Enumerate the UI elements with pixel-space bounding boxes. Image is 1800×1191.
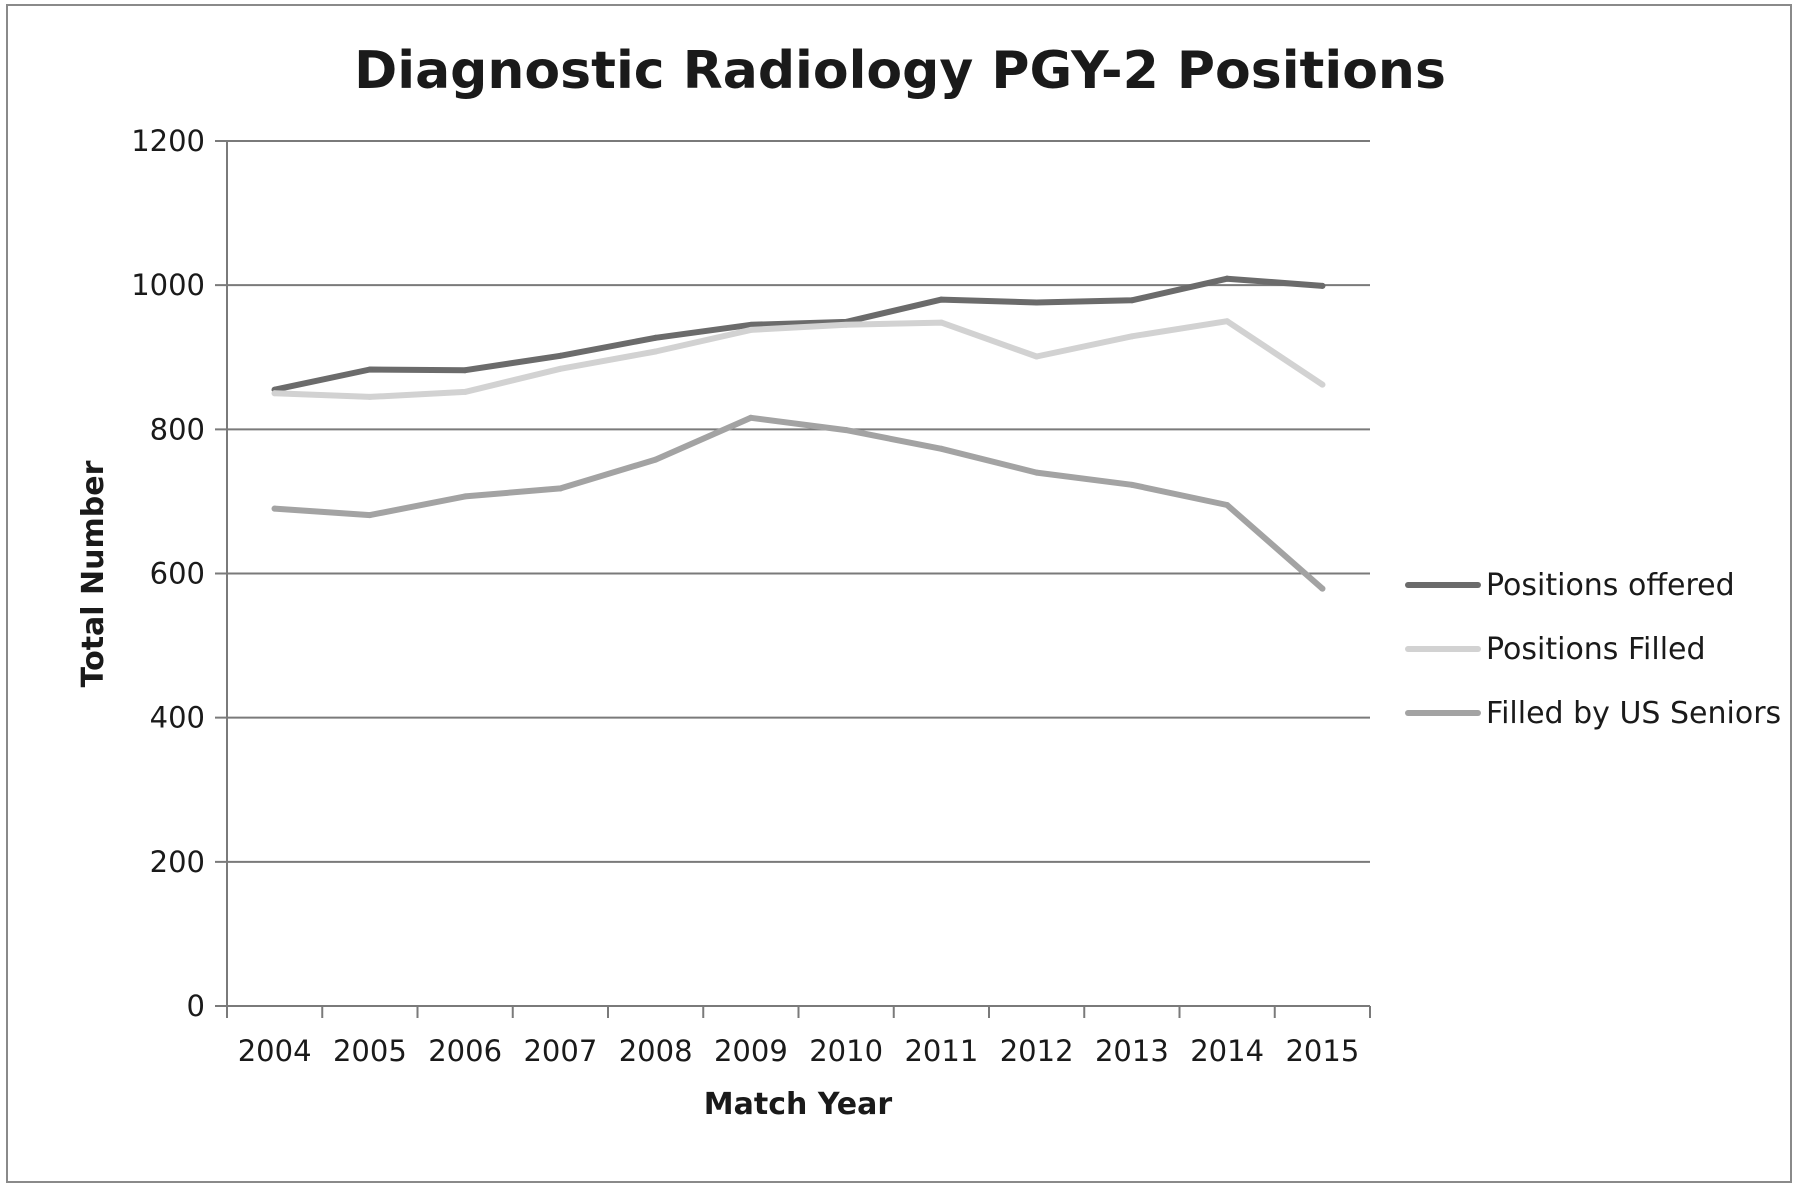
- data-point-positions-filled-2008: [652, 348, 659, 355]
- data-point-filled-by-us-seniors-2011: [938, 445, 945, 452]
- data-point-positions-filled-2004: [271, 390, 278, 397]
- data-point-positions-offered-2012: [1033, 299, 1040, 306]
- x-tick-label-2008: 2008: [619, 1034, 693, 1068]
- data-point-filled-by-us-seniors-2010: [843, 427, 850, 434]
- data-point-positions-filled-2009: [747, 326, 754, 333]
- data-point-filled-by-us-seniors-2007: [557, 485, 564, 492]
- data-point-positions-offered-2007: [557, 352, 564, 359]
- data-point-positions-offered-2008: [652, 334, 659, 341]
- legend-label-positions-filled: Positions Filled: [1486, 632, 1706, 667]
- data-point-filled-by-us-seniors-2015: [1319, 585, 1326, 592]
- x-tick-label-2013: 2013: [1095, 1034, 1169, 1068]
- data-point-positions-filled-2007: [557, 365, 564, 372]
- data-point-filled-by-us-seniors-2012: [1033, 469, 1040, 476]
- x-tick-label-2014: 2014: [1190, 1034, 1264, 1068]
- legend-label-positions-offered: Positions offered: [1486, 568, 1735, 603]
- data-point-filled-by-us-seniors-2004: [271, 505, 278, 512]
- y-tick-label-1200: 1200: [131, 124, 205, 158]
- data-point-filled-by-us-seniors-2008: [652, 456, 659, 463]
- y-tick-label-600: 600: [150, 557, 205, 591]
- x-axis-label: Match Year: [704, 1087, 893, 1122]
- data-point-filled-by-us-seniors-2013: [1128, 481, 1135, 488]
- y-axis-label: Total Number: [76, 460, 111, 687]
- x-tick-label-2012: 2012: [1000, 1034, 1074, 1068]
- chart-title: Diagnostic Radiology PGY-2 Positions: [354, 41, 1446, 101]
- series-line-positions-offered: [271, 275, 1326, 393]
- data-point-positions-offered-2011: [938, 296, 945, 303]
- x-tick-label-2009: 2009: [714, 1034, 788, 1068]
- series-lines: [271, 275, 1326, 592]
- data-point-positions-filled-2012: [1033, 353, 1040, 360]
- data-point-positions-offered-2014: [1224, 275, 1231, 282]
- series-line-positions-filled: [271, 318, 1326, 400]
- y-tick-label-1000: 1000: [131, 268, 205, 302]
- data-point-positions-offered-2015: [1319, 282, 1326, 289]
- x-tick-label-2004: 2004: [238, 1034, 312, 1068]
- y-tick-label-400: 400: [150, 701, 205, 735]
- data-point-positions-filled-2014: [1224, 318, 1231, 325]
- y-tick-label-800: 800: [150, 412, 205, 446]
- data-point-positions-offered-2005: [366, 366, 373, 373]
- data-point-positions-offered-2006: [462, 367, 469, 374]
- gridlines: [215, 140, 1370, 863]
- data-point-positions-filled-2005: [366, 393, 373, 400]
- x-tick-label-2006: 2006: [428, 1034, 502, 1068]
- x-tick-label-2007: 2007: [523, 1034, 597, 1068]
- data-point-filled-by-us-seniors-2014: [1224, 502, 1231, 509]
- series-line-filled-by-us-seniors: [271, 414, 1326, 592]
- data-point-positions-filled-2011: [938, 319, 945, 326]
- x-tick-label-2010: 2010: [809, 1034, 883, 1068]
- y-tick-label-200: 200: [150, 845, 205, 879]
- data-point-filled-by-us-seniors-2005: [366, 512, 373, 519]
- x-tick-label-2011: 2011: [904, 1034, 978, 1068]
- x-tick-label-2005: 2005: [333, 1034, 407, 1068]
- chart-frame: [6, 4, 1792, 1183]
- legend: Positions offered Positions Filled Filled …: [1405, 568, 1781, 731]
- data-point-positions-offered-2013: [1128, 297, 1135, 304]
- data-point-positions-filled-2013: [1128, 333, 1135, 340]
- legend-label-filled-by-us-seniors: Filled by US Seniors: [1486, 696, 1781, 731]
- axes: 0 200 400 600 800 1000 1200 2004 2005 2006 2007 200…: [131, 124, 1371, 1068]
- data-point-filled-by-us-seniors-2006: [462, 493, 469, 500]
- data-point-positions-offered-2009: [747, 321, 754, 328]
- data-point-positions-filled-2015: [1319, 381, 1326, 388]
- data-point-positions-filled-2006: [462, 388, 469, 395]
- data-point-positions-filled-2010: [843, 321, 850, 328]
- y-tick-label-0: 0: [187, 989, 205, 1023]
- x-tick-label-2015: 2015: [1285, 1034, 1359, 1068]
- data-point-filled-by-us-seniors-2009: [747, 414, 754, 421]
